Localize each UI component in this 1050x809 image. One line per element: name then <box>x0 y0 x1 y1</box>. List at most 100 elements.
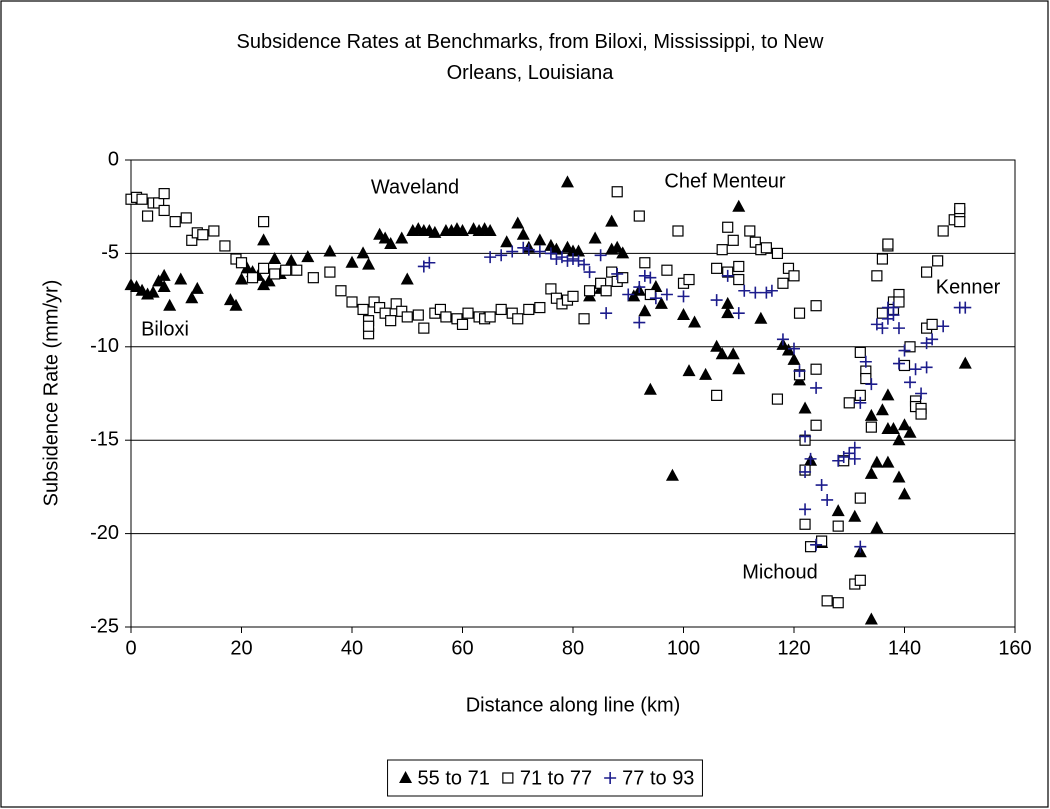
triangle-point <box>699 367 713 380</box>
plus-point <box>959 301 972 314</box>
square-point <box>357 303 369 316</box>
plus-point <box>749 286 762 299</box>
plus-point <box>865 378 878 391</box>
triangle-point <box>958 356 972 369</box>
plus-point <box>638 269 651 282</box>
square-point <box>832 520 844 532</box>
square-point <box>661 264 673 276</box>
plus-point <box>710 294 723 307</box>
triangle-point <box>715 347 729 360</box>
triangle-point <box>533 233 547 246</box>
plus-point <box>677 290 690 303</box>
square-point <box>672 225 684 237</box>
square-point <box>860 372 872 385</box>
square-point <box>335 285 347 297</box>
x-tick-label: 140 <box>888 637 921 659</box>
square-point <box>600 285 612 297</box>
triangle-point <box>875 403 889 416</box>
triangle-point <box>886 421 900 434</box>
triangle-point <box>864 612 878 625</box>
plus-point <box>848 452 861 465</box>
plus-point <box>904 376 917 389</box>
square-point <box>810 300 822 312</box>
triangle-point <box>500 235 514 248</box>
y-tick-label: -15 <box>90 428 119 450</box>
square-point <box>854 492 866 504</box>
triangle-point <box>511 216 525 229</box>
square-point <box>777 277 789 289</box>
x-tick-label: 0 <box>125 637 136 659</box>
square-point <box>258 262 270 274</box>
square-point <box>324 266 336 278</box>
square-point <box>502 772 514 784</box>
square-point <box>197 229 209 241</box>
square-point <box>788 270 800 282</box>
square-point <box>932 255 944 267</box>
square-point <box>920 266 933 278</box>
square-point <box>733 260 745 273</box>
triangle-point <box>677 308 690 321</box>
plus-point <box>660 288 673 301</box>
plus-point <box>799 430 812 443</box>
plus-point <box>506 245 519 258</box>
triangle-point <box>864 408 878 421</box>
triangle-point <box>572 244 586 257</box>
triangle-point <box>235 272 248 285</box>
square-point <box>583 285 596 297</box>
plus-point <box>898 344 911 357</box>
square-point <box>937 225 949 237</box>
y-tick-label: -10 <box>90 335 119 357</box>
plus-point <box>887 309 900 322</box>
square-point <box>854 346 866 359</box>
square-point <box>854 574 866 586</box>
square-point <box>578 313 590 325</box>
square-point <box>545 283 557 295</box>
square-point <box>606 266 618 278</box>
plus-point <box>732 307 745 320</box>
plus-point <box>423 256 436 269</box>
square-point <box>639 257 651 269</box>
plus-point <box>561 254 574 267</box>
plus-point <box>793 365 806 378</box>
square-point <box>180 212 192 224</box>
triangle-point <box>892 433 906 446</box>
triangle-point <box>903 425 917 438</box>
triangle-point <box>157 268 171 281</box>
chart-title: Subsidence Rates at Benchmarks, from Bil… <box>236 31 824 84</box>
square-point <box>567 290 579 302</box>
plus-point <box>776 333 789 346</box>
square-point <box>771 393 784 405</box>
square-point <box>810 363 822 375</box>
square-point <box>893 296 905 308</box>
square-point <box>954 216 966 228</box>
square-point <box>683 273 695 286</box>
annotation: Michoud <box>742 561 818 583</box>
square-point <box>744 225 756 237</box>
plus-point <box>649 292 662 305</box>
triangle-point <box>345 255 359 268</box>
triangle-point <box>284 253 298 266</box>
legend-label: 77 to 93 <box>622 767 694 789</box>
square-point <box>291 264 303 276</box>
plus-point <box>611 267 624 280</box>
square-point <box>258 216 270 228</box>
triangle-point <box>848 509 862 522</box>
plus-point <box>815 479 828 492</box>
plus-point <box>854 396 867 409</box>
x-tick-label: 60 <box>451 637 473 659</box>
square-point <box>633 210 645 222</box>
plus-point <box>600 307 613 320</box>
plus-point <box>583 266 596 279</box>
triangle-point <box>483 223 497 236</box>
plus-point <box>594 249 607 262</box>
plus-point <box>517 241 530 254</box>
plus-point <box>909 363 922 376</box>
legend-box <box>387 759 703 797</box>
triangle-point <box>588 231 602 244</box>
plus-point <box>533 245 546 258</box>
triangle-point <box>732 199 746 212</box>
triangle-point <box>754 311 768 324</box>
y-tick-label: 0 <box>108 148 119 170</box>
plus-point <box>876 322 889 335</box>
